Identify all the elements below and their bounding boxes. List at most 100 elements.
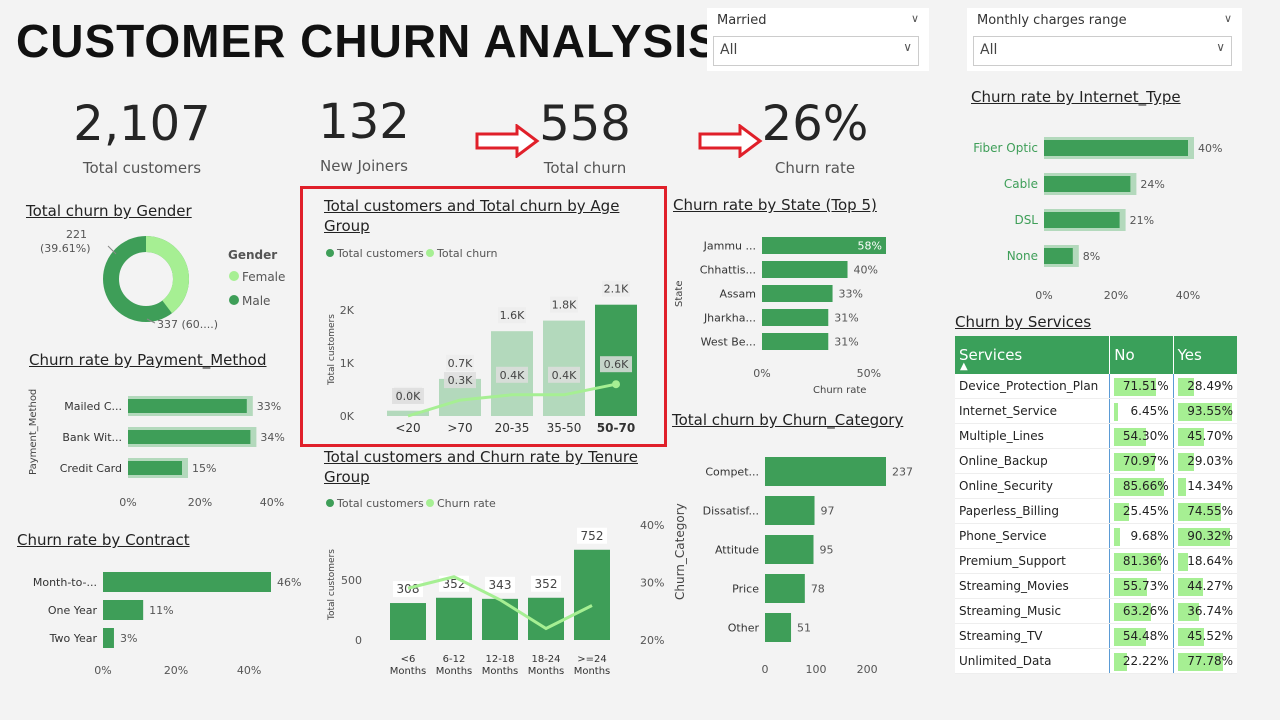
bar-total-customers[interactable]	[436, 597, 472, 640]
column-header-services[interactable]: Services ▲	[955, 336, 1110, 374]
tick-label: 100	[806, 663, 827, 676]
service-name: Paperless_Billing	[955, 498, 1110, 524]
bar[interactable]	[103, 600, 144, 620]
tenure-group-chart: Total customers Churn rate Total custome…	[326, 497, 664, 677]
no-value: 25.45%	[1122, 504, 1169, 518]
legend-dot-total-customers	[326, 249, 334, 257]
tick-label: 50%	[857, 367, 881, 380]
data-label-background[interactable]	[444, 372, 476, 389]
data-label-background[interactable]	[600, 356, 632, 373]
monthly-charges-dropdown[interactable]: All ∨	[973, 36, 1232, 66]
bar[interactable]	[1044, 248, 1073, 264]
yes-value: 45.70%	[1187, 429, 1233, 443]
bar-total-customers[interactable]	[482, 598, 518, 640]
category-label: Bank Wit...	[62, 431, 122, 444]
table-row[interactable]: Streaming_Movies 55.73% 44.27%	[955, 573, 1237, 599]
bar-total-customers[interactable]	[387, 410, 429, 416]
bar[interactable]	[762, 285, 833, 302]
churn-category-chart-title: Total churn by Churn_Category	[672, 411, 904, 429]
total-churn-point[interactable]	[612, 380, 620, 389]
data-label: 46%	[277, 576, 301, 589]
data-label: 15%	[192, 462, 216, 475]
bar[interactable]	[1044, 176, 1131, 192]
data-label-background[interactable]	[496, 366, 528, 383]
table-row[interactable]: Paperless_Billing 25.45% 74.55%	[955, 498, 1237, 524]
kpi-total-churn-label: Total churn	[543, 159, 627, 177]
chevron-down-icon[interactable]: ∨	[910, 12, 919, 25]
bar[interactable]	[765, 496, 815, 525]
bar[interactable]	[762, 237, 886, 254]
sort-ascending-icon[interactable]: ▲	[960, 361, 968, 372]
column-header-yes[interactable]: Yes	[1172, 336, 1237, 374]
no-value: 22.22%	[1122, 654, 1169, 668]
married-slicer[interactable]: Married ∨ All ∨	[707, 8, 929, 71]
bar[interactable]	[762, 309, 829, 326]
data-label-total-churn: 0.6K	[604, 358, 629, 371]
data-label-background[interactable]	[498, 307, 526, 324]
bar[interactable]	[128, 399, 247, 413]
contract-chart-title: Churn rate by Contract	[17, 531, 190, 549]
bar[interactable]	[128, 461, 182, 475]
table-row[interactable]: Online_Backup 70.97% 29.03%	[955, 448, 1237, 474]
bar[interactable]	[762, 261, 848, 278]
bar[interactable]	[765, 613, 792, 642]
bar[interactable]	[1044, 212, 1120, 228]
yes-data-bar	[1177, 553, 1189, 571]
bar[interactable]	[765, 457, 886, 486]
column-header-no[interactable]: No	[1109, 336, 1174, 374]
bar-total-customers[interactable]	[390, 603, 426, 640]
bar-total-customers[interactable]	[528, 597, 564, 640]
data-label-background[interactable]	[531, 575, 561, 592]
data-label-background[interactable]	[602, 280, 630, 297]
chevron-down-icon[interactable]: ∨	[903, 40, 912, 54]
married-dropdown[interactable]: All ∨	[713, 36, 919, 66]
leader-line	[107, 245, 117, 255]
bar[interactable]	[103, 628, 114, 648]
table-row[interactable]: Multiple_Lines 54.30% 45.70%	[955, 423, 1237, 449]
data-label-background[interactable]	[392, 388, 424, 404]
data-label-total-customers: 0.7K	[448, 357, 473, 370]
no-value: 71.51%	[1122, 379, 1169, 393]
table-row[interactable]: Streaming_TV 54.48% 45.52%	[955, 623, 1237, 649]
bar[interactable]	[765, 535, 814, 564]
bar[interactable]	[762, 333, 829, 350]
services-title: Churn by Services	[955, 313, 1092, 331]
data-label-background[interactable]	[446, 354, 474, 371]
table-row[interactable]: Online_Security 85.66% 14.34%	[955, 473, 1237, 499]
bar[interactable]	[128, 430, 251, 444]
table-row[interactable]: Internet_Service 6.45% 93.55%	[955, 398, 1237, 424]
yes-cell: 93.55%	[1172, 398, 1237, 424]
no-data-bar	[1114, 578, 1147, 596]
chevron-down-icon[interactable]: ∨	[1223, 12, 1232, 25]
tick-label: 0	[762, 663, 769, 676]
table-row[interactable]: Device_Protection_Plan 71.51% 28.49%	[955, 374, 1237, 399]
female-slice[interactable]	[103, 236, 189, 322]
chevron-down-icon[interactable]: ∨	[1216, 40, 1225, 54]
category-label: Fiber Optic	[973, 141, 1038, 155]
bar[interactable]	[103, 572, 271, 592]
table-row[interactable]: Streaming_Music 63.26% 36.74%	[955, 598, 1237, 624]
monthly-charges-slicer[interactable]: Monthly charges range ∨ All ∨	[967, 8, 1242, 71]
data-label-background[interactable]	[485, 576, 515, 593]
service-name: Device_Protection_Plan	[955, 374, 1110, 399]
tick-label: 0%	[753, 367, 770, 380]
data-label-background[interactable]	[550, 296, 578, 313]
bar-total-customers[interactable]	[574, 549, 610, 640]
table-row[interactable]: Phone_Service 9.68% 90.32%	[955, 523, 1237, 549]
data-label-background[interactable]	[577, 527, 607, 544]
table-row[interactable]: Unlimited_Data 22.22% 77.78%	[955, 648, 1237, 674]
bar[interactable]	[1044, 140, 1188, 156]
no-cell: 81.36%	[1109, 548, 1174, 574]
data-label-background[interactable]	[548, 366, 580, 383]
bar[interactable]	[765, 574, 805, 603]
churn-category-chart: Churn_Category Compet... 237 Dissatisf... 9…	[673, 457, 913, 676]
table-row[interactable]: Premium_Support 81.36% 18.64%	[955, 548, 1237, 574]
data-label: 31%	[834, 336, 858, 349]
category-label: Cable	[1004, 177, 1038, 191]
kpi-new-joiners-label: New Joiners	[320, 157, 408, 175]
no-value: 54.30%	[1122, 429, 1169, 443]
no-data-bar	[1114, 378, 1156, 396]
category-label: Chhattis...	[700, 264, 756, 277]
data-label: 40%	[854, 264, 878, 277]
legend-male: Male	[242, 294, 270, 308]
